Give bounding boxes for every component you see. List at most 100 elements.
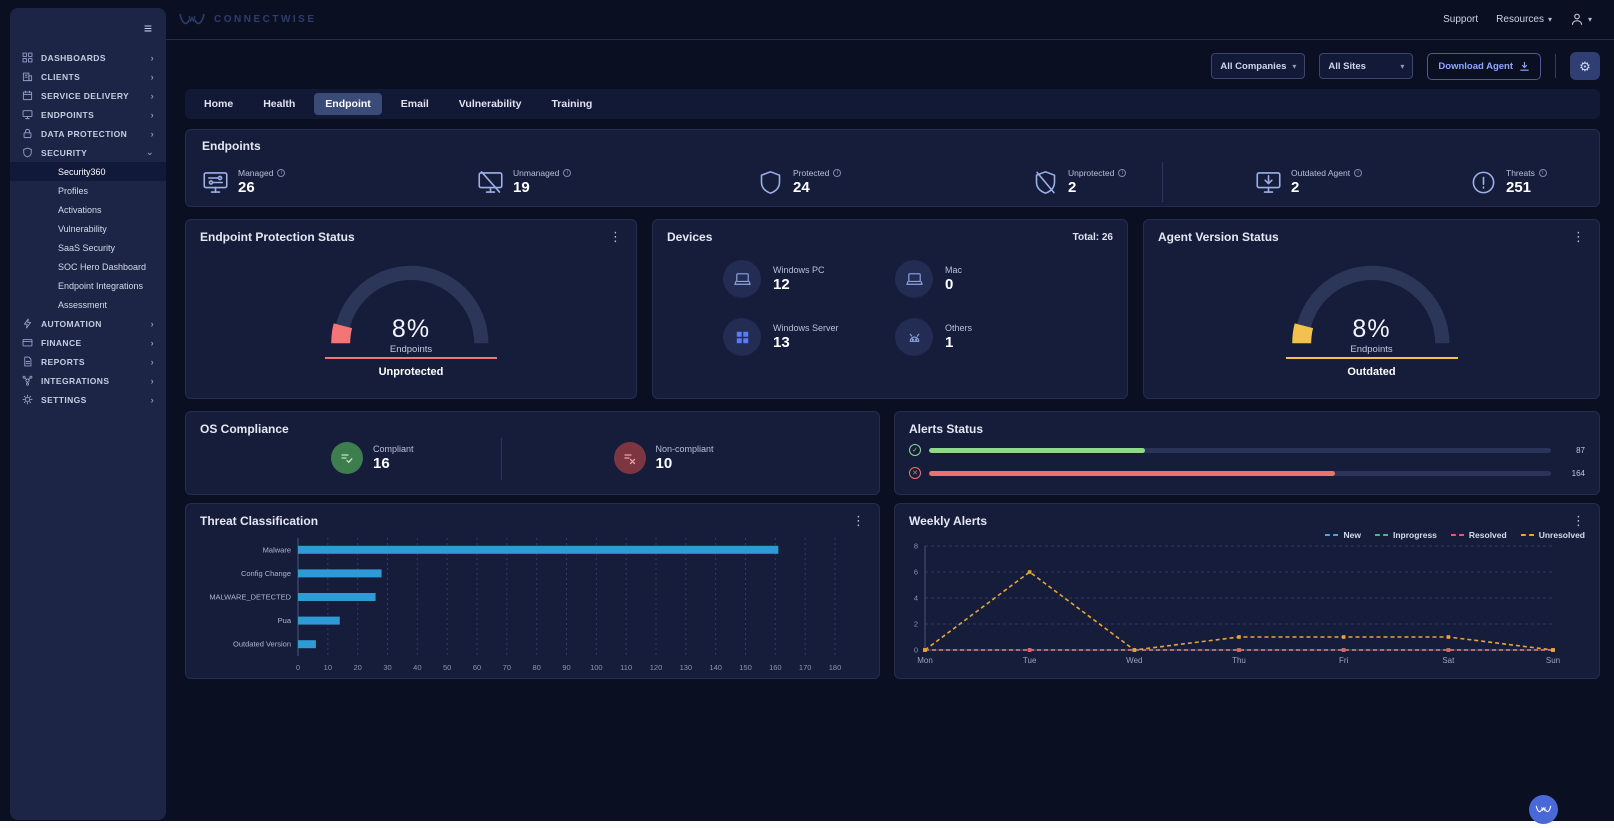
stat-label: Unprotected i — [1068, 168, 1127, 178]
alert-progress-fill — [929, 447, 1145, 453]
info-icon[interactable]: i — [833, 169, 842, 177]
monitor-slash-icon — [477, 169, 504, 196]
chevron-down-icon: ▾ — [1547, 15, 1552, 24]
sidebar-item-label: SECURITY — [41, 147, 88, 158]
assistant-fab[interactable] — [1529, 795, 1558, 824]
sidebar-item-automation[interactable]: AUTOMATION › — [10, 314, 166, 333]
svg-text:Tue: Tue — [1023, 656, 1037, 665]
chevron-down-icon: ⌄ — [146, 147, 154, 157]
sidebar-subitem-endpoint-integrations[interactable]: Endpoint Integrations — [58, 280, 144, 291]
kebab-menu-icon[interactable]: ⋮ — [852, 513, 865, 529]
info-icon[interactable]: i — [1354, 169, 1363, 177]
user-icon — [1571, 13, 1583, 25]
stat-value: 2 — [1291, 179, 1300, 196]
kebab-menu-icon[interactable]: ⋮ — [609, 229, 622, 245]
sidebar-item-label: FINANCE — [41, 337, 82, 348]
sidebar-item-integrations[interactable]: INTEGRATIONS › — [10, 371, 166, 390]
svg-text:150: 150 — [739, 663, 752, 672]
menu-toggle-icon[interactable]: ≡ — [143, 20, 152, 36]
device-value: 12 — [773, 276, 790, 293]
info-icon[interactable]: i — [1118, 169, 1127, 177]
stat-protected: Protected i 24 — [757, 168, 1032, 196]
stat-value: 26 — [238, 179, 255, 196]
info-icon[interactable]: i — [563, 169, 572, 177]
protection-gauge: 8% Endpoints — [316, 250, 506, 359]
gauge-percent: 8% — [391, 315, 431, 343]
settings-icon — [22, 394, 34, 406]
alerts-status-card: Alerts Status ✓ 87 ✕ 164 — [894, 411, 1600, 495]
svg-text:Config Change: Config Change — [241, 569, 291, 578]
gauge-status-label: Outdated — [1347, 366, 1396, 378]
sidebar-subitem-saas-security[interactable]: SaaS Security — [58, 242, 116, 253]
chevron-right-icon: › — [150, 375, 154, 386]
gauge-underline — [325, 357, 497, 359]
kebab-menu-icon[interactable]: ⋮ — [1572, 229, 1585, 245]
sidebar-item-data-protection[interactable]: DATA PROTECTION › — [10, 124, 166, 143]
sidebar-subitem-activations[interactable]: Activations — [58, 204, 102, 215]
sidebar-subitem-profiles[interactable]: Profiles — [58, 185, 89, 196]
svg-text:Fri: Fri — [1339, 656, 1349, 665]
alert-bar-unresolved-cross: ✕ 164 — [909, 467, 1585, 479]
sidebar-item-dashboards[interactable]: DASHBOARDS › — [10, 48, 166, 67]
svg-text:40: 40 — [413, 663, 421, 672]
site-filter-select[interactable]: All Sites ▾ — [1319, 53, 1414, 79]
tab-vulnerability[interactable]: Vulnerability — [458, 98, 522, 110]
sidebar-item-security[interactable]: SECURITY ⌄ — [10, 143, 166, 162]
sidebar-item-endpoints[interactable]: ENDPOINTS › — [10, 105, 166, 124]
download-icon — [1520, 61, 1529, 71]
svg-text:110: 110 — [620, 663, 632, 672]
tab-home[interactable]: Home — [204, 98, 234, 110]
legend-new[interactable]: New — [1325, 530, 1361, 540]
sidebar-item-clients[interactable]: CLIENTS › — [10, 67, 166, 86]
endpoints-stats: Managed i 26 Unmanaged i 19 Protected i 24 Unp… — [202, 162, 1583, 202]
svg-text:2: 2 — [914, 620, 918, 629]
legend-inprogress[interactable]: Inprogress — [1374, 530, 1437, 540]
os-divider — [501, 438, 502, 480]
company-filter-value: All Companies — [1220, 60, 1287, 72]
sidebar-item-settings[interactable]: SETTINGS › — [10, 390, 166, 409]
chevron-right-icon: › — [150, 109, 154, 120]
company-filter-select[interactable]: All Companies ▾ — [1211, 53, 1306, 79]
card-title: Alerts Status — [909, 422, 984, 436]
gauge-status-label: Unprotected — [378, 366, 444, 378]
svg-text:4: 4 — [914, 594, 918, 603]
gear-icon: ⚙ — [1579, 58, 1591, 74]
legend-swatch — [1374, 534, 1388, 536]
device-value: 0 — [945, 276, 954, 293]
svg-text:60: 60 — [473, 663, 481, 672]
sidebar-item-label: CLIENTS — [41, 71, 81, 82]
chevron-down-icon: ▾ — [1292, 61, 1297, 71]
chevron-down-icon: ▾ — [1587, 15, 1592, 24]
sidebar-subitem-assessment[interactable]: Assessment — [58, 299, 108, 310]
device-value: 13 — [773, 334, 790, 351]
legend-unresolved[interactable]: Unresolved — [1520, 530, 1585, 540]
sidebar-subitem-security360[interactable]: Security360 — [10, 162, 166, 181]
info-icon[interactable]: i — [277, 169, 286, 177]
sidebar-item-reports[interactable]: REPORTS › — [10, 352, 166, 371]
sidebar-item-label: SERVICE DELIVERY — [41, 90, 130, 101]
tab-health[interactable]: Health — [263, 98, 296, 110]
sidebar-nav: DASHBOARDS › CLIENTS › SERVICE DELIVERY › ENDP… — [10, 48, 166, 409]
stat-value: 19 — [513, 179, 530, 196]
resources-menu[interactable]: Resources ▾ — [1496, 14, 1552, 25]
tab-training[interactable]: Training — [551, 98, 593, 110]
svg-text:140: 140 — [709, 663, 722, 672]
os-compliance-card: OS Compliance Compliant 16 Non-compliant 10 — [185, 411, 880, 495]
legend-resolved[interactable]: Resolved — [1450, 530, 1507, 540]
tab-bar: Home Health Endpoint Email Vulnerability Trai… — [185, 89, 1600, 119]
download-agent-button[interactable]: Download Agent — [1427, 52, 1541, 80]
support-link[interactable]: Support — [1443, 14, 1479, 25]
tab-endpoint[interactable]: Endpoint — [314, 93, 382, 115]
sidebar-item-finance[interactable]: FINANCE › — [10, 333, 166, 352]
user-menu[interactable]: ▾ — [1570, 12, 1592, 27]
sidebar-subitem-soc-hero-dashboard[interactable]: SOC Hero Dashboard — [58, 261, 147, 272]
sidebar-item-service-delivery[interactable]: SERVICE DELIVERY › — [10, 86, 166, 105]
widget-settings-button[interactable]: ⚙ — [1570, 52, 1600, 80]
sidebar-subitem-vulnerability[interactable]: Vulnerability — [58, 223, 107, 234]
tab-email[interactable]: Email — [400, 98, 429, 110]
kebab-menu-icon[interactable]: ⋮ — [1572, 513, 1585, 529]
alert-progress-track — [929, 470, 1551, 476]
threat-classification-card: Threat Classification ⋮ 0 10 20 30 40 50 60 70 8… — [185, 503, 880, 679]
info-icon[interactable]: i — [1538, 169, 1547, 177]
